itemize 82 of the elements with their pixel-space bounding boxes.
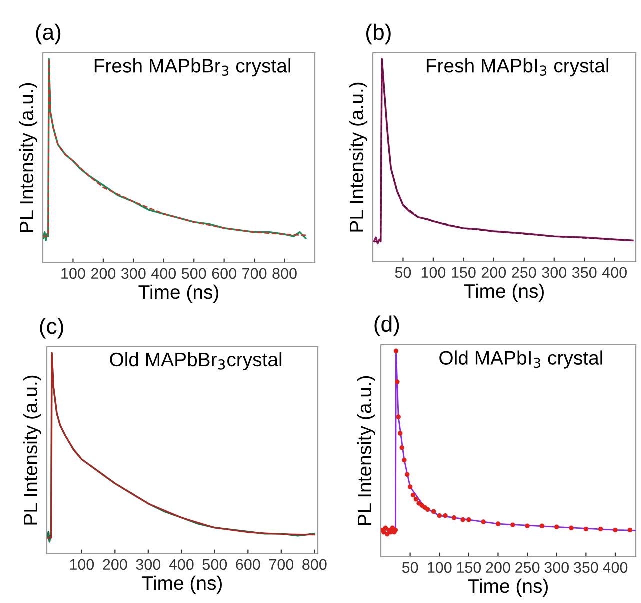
- point: [426, 507, 430, 512]
- x-tick-label: 200: [486, 562, 510, 574]
- x-tick-label: 350: [572, 267, 597, 278]
- point: [400, 446, 404, 450]
- point: [422, 505, 428, 510]
- y-axis-title: PL Intensity (a.u.): [23, 376, 42, 525]
- x-tick-label: 50: [402, 562, 418, 574]
- x-tick-label: 800: [302, 559, 327, 570]
- x-axis-title: Time (ns): [464, 284, 544, 302]
- x-tick-label: 100: [428, 562, 452, 574]
- x-tick-label: 400: [169, 559, 194, 570]
- point: [410, 492, 416, 498]
- point: [613, 528, 618, 533]
- text: (c): [40, 318, 64, 339]
- point: [408, 484, 413, 490]
- x-tick-label: 350: [574, 562, 598, 574]
- point: [390, 526, 396, 531]
- chart-title: Old MAPbI$_{3}$ crystal: [440, 350, 602, 369]
- point: [420, 503, 424, 508]
- point: [452, 515, 457, 520]
- y-axis-title: PL Intensity (a.u.): [19, 83, 38, 232]
- x-tick-label: 700: [269, 559, 294, 570]
- x-tick-label: 100: [62, 268, 86, 280]
- x-tick-label: 100: [70, 559, 94, 570]
- point: [598, 526, 604, 532]
- y-axis-title: PL Intensity (a.u.): [357, 376, 376, 526]
- point: [510, 522, 516, 528]
- x-tick-label: 300: [122, 268, 146, 280]
- text: (b): [366, 24, 391, 45]
- point: [395, 380, 400, 384]
- x-tick-label: 100: [422, 267, 446, 278]
- x-tick-label: 400: [603, 562, 628, 574]
- point: [385, 532, 390, 537]
- point: [443, 513, 448, 518]
- point: [569, 526, 574, 531]
- point: [554, 524, 560, 530]
- point: [628, 528, 633, 533]
- chart-title: Old MAPbBr$_{3}$crystal: [110, 352, 282, 370]
- point: [402, 458, 407, 463]
- x-tick-label: 300: [136, 559, 161, 570]
- x-tick-label: 400: [151, 268, 176, 280]
- point: [416, 501, 422, 506]
- point: [460, 518, 466, 522]
- point: [396, 414, 401, 420]
- point: [437, 513, 442, 518]
- x-tick-label: 400: [602, 267, 627, 278]
- x-tick-label: 50: [395, 267, 412, 278]
- x-tick-label: 800: [272, 268, 297, 280]
- point: [383, 526, 388, 531]
- x-axis-title: Time (ns): [142, 576, 222, 594]
- text: (a): [36, 24, 61, 45]
- point: [584, 526, 589, 532]
- x-tick-label: 200: [103, 559, 128, 570]
- x-tick-label: 500: [182, 268, 206, 280]
- x-tick-label: 200: [91, 268, 116, 280]
- x-tick-label: 150: [457, 562, 482, 574]
- x-tick-label: 150: [452, 267, 476, 278]
- x-tick-label: 600: [236, 559, 260, 570]
- chart-title: Fresh MAPbI$_{3}$ crystal: [426, 58, 608, 77]
- point: [496, 522, 501, 526]
- point: [398, 431, 403, 436]
- x-tick-label: 600: [212, 268, 236, 280]
- point: [540, 524, 545, 529]
- point: [481, 520, 486, 524]
- point: [414, 496, 419, 502]
- x-axis-title: Time (ns): [138, 284, 218, 303]
- point: [404, 472, 410, 478]
- y-axis-title: PL Intensity (a.u.): [349, 82, 368, 232]
- text: (d): [374, 316, 400, 337]
- x-tick-label: 300: [542, 267, 567, 278]
- x-tick-label: 200: [482, 267, 506, 278]
- x-tick-label: 700: [242, 268, 267, 280]
- x-tick-label: 500: [202, 559, 228, 570]
- x-tick-label: 250: [516, 562, 540, 574]
- x-axis-title: Time (ns): [468, 578, 548, 597]
- x-tick-label: 300: [544, 562, 570, 574]
- x-tick-label: 250: [512, 267, 536, 278]
- point: [466, 518, 472, 522]
- point: [431, 509, 436, 514]
- point: [525, 524, 530, 529]
- point: [394, 348, 399, 354]
- chart-title: Fresh MAPbBr$_{3}$ crystal: [94, 58, 290, 77]
